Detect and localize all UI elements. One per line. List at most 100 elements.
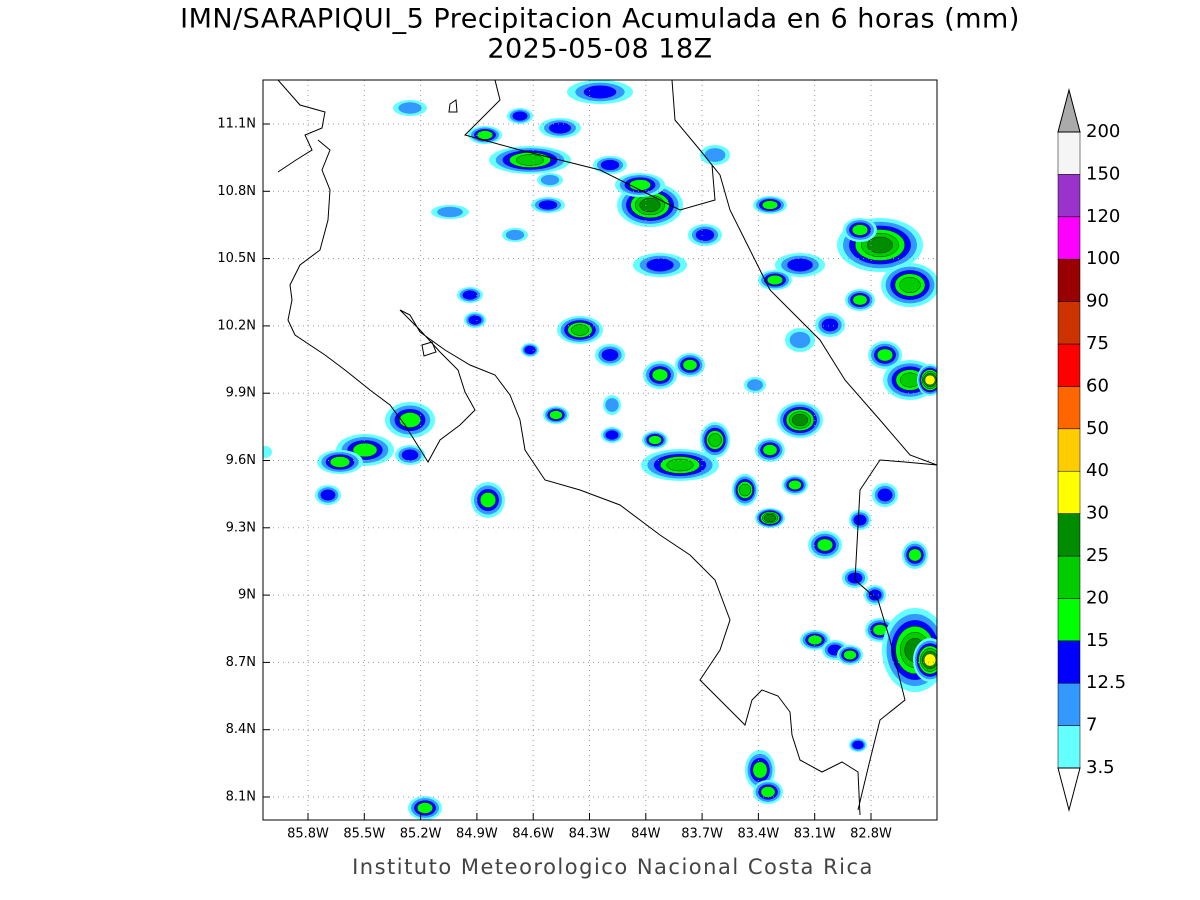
rain-cell — [766, 275, 784, 285]
rain-cell — [908, 548, 922, 562]
rain-cell — [398, 102, 422, 114]
rain-cell — [704, 148, 726, 162]
rain-cell — [605, 398, 619, 412]
rain-cell — [512, 111, 528, 121]
lat-tick-label: 10.8N — [217, 184, 256, 199]
rain-cell — [601, 349, 619, 361]
rain-cell — [789, 331, 811, 349]
lon-tick-label: 84.6W — [512, 827, 554, 842]
rain-cell — [821, 318, 839, 332]
rain-cell — [868, 589, 882, 601]
rain-cell — [752, 761, 768, 779]
lat-tick-label: 11.1N — [217, 117, 256, 132]
lat-tick-label: 9.9N — [226, 386, 256, 401]
rain-cell — [462, 290, 478, 300]
colorbar-swatch — [1057, 470, 1081, 514]
rain-cell — [787, 258, 813, 272]
lon-tick-label: 84.3W — [569, 827, 611, 842]
rain-cell — [899, 372, 921, 388]
rain-cell — [329, 456, 351, 468]
rain-cell — [788, 480, 802, 490]
rain-cell — [320, 489, 336, 501]
rain-cell — [708, 433, 722, 447]
colorbar-swatch — [1057, 258, 1081, 302]
colorbar-label: 150 — [1086, 163, 1120, 184]
lon-tick-label: 83.7W — [681, 827, 723, 842]
rain-cell — [648, 435, 662, 445]
colorbar-label: 15 — [1086, 630, 1109, 651]
rain-cell — [651, 368, 669, 382]
map-frame — [262, 79, 938, 821]
lat-tick-label: 9.3N — [226, 520, 256, 535]
rain-cell — [852, 294, 868, 306]
rain-cell — [416, 802, 434, 814]
rain-cell — [924, 374, 936, 386]
colorbar-swatch — [1057, 555, 1081, 599]
colorbar-swatch — [1057, 598, 1081, 642]
lat-tick-label: 8.1N — [226, 790, 256, 805]
rain-cell — [761, 200, 779, 210]
colorbar-swatch — [1057, 725, 1081, 769]
colorbar-label: 120 — [1086, 206, 1120, 227]
lon-tick-label: 84.9W — [456, 827, 498, 842]
rain-cell — [538, 200, 558, 210]
rain-cell — [695, 229, 715, 241]
rain-cell — [760, 786, 776, 798]
coastlines — [277, 80, 937, 816]
colorbar-swatch — [1057, 131, 1081, 175]
colorbar-label: 100 — [1086, 248, 1120, 269]
rain-cell — [762, 444, 778, 456]
rain-cell — [505, 229, 525, 241]
colorbar-label: 40 — [1086, 460, 1109, 481]
subtitle: 2025-05-08 18Z — [487, 34, 712, 65]
rain-cell — [571, 324, 589, 336]
rain-cell — [923, 653, 937, 667]
colorbar-label: 30 — [1086, 503, 1109, 524]
lat-tick-label: 8.7N — [226, 655, 256, 670]
rain-cell — [843, 650, 857, 660]
colorbar-label: 3.5 — [1086, 757, 1115, 778]
title: IMN/SARAPIQUI_5 Precipitacion Acumulada … — [180, 4, 1020, 35]
lon-tick-label: 84W — [631, 827, 661, 842]
colorbar-under — [1057, 767, 1081, 812]
rain-cell — [853, 514, 867, 526]
colorbar-swatch — [1057, 386, 1081, 430]
lon-tick-label: 82.8W — [850, 827, 892, 842]
colorbar-label: 20 — [1086, 587, 1109, 608]
colorbar-label: 50 — [1086, 418, 1109, 439]
colorbar-swatch — [1057, 640, 1081, 684]
rain-cell — [852, 740, 864, 750]
rain-cell — [605, 430, 619, 440]
rain-cell — [549, 410, 563, 420]
rain-cell — [738, 483, 752, 497]
colorbar-swatch — [1057, 428, 1081, 472]
colorbar-label: 75 — [1086, 333, 1109, 354]
rain-cell — [791, 413, 809, 427]
rain-cell — [263, 446, 272, 458]
colorbar-label: 25 — [1086, 545, 1109, 566]
rain-cell — [867, 236, 893, 254]
lat-tick-label: 9N — [238, 588, 256, 603]
colorbar-swatch — [1057, 513, 1081, 557]
rain-cell — [816, 538, 834, 552]
colorbar-label: 90 — [1086, 291, 1109, 312]
lon-tick-label: 85.8W — [287, 827, 329, 842]
rain-cell — [600, 159, 620, 171]
lon-tick-label: 85.5W — [343, 827, 385, 842]
rain-cell — [763, 513, 777, 523]
colorbar-over — [1057, 88, 1081, 133]
colorbar-swatch — [1057, 301, 1081, 345]
lat-tick-label: 8.4N — [226, 722, 256, 737]
precipitation-field — [263, 80, 937, 820]
rain-cell — [352, 442, 378, 458]
rain-cell — [877, 488, 893, 502]
rain-cell — [468, 315, 482, 325]
colorbar-label: 60 — [1086, 375, 1109, 396]
lat-tick-label: 10.5N — [217, 251, 256, 266]
footer: Instituto Meteorologico Nacional Costa R… — [352, 855, 874, 879]
colorbar-swatch — [1057, 174, 1081, 218]
colorbar-swatch — [1057, 682, 1081, 726]
lat-tick-label: 9.6N — [226, 453, 256, 468]
rain-cell — [639, 197, 661, 213]
